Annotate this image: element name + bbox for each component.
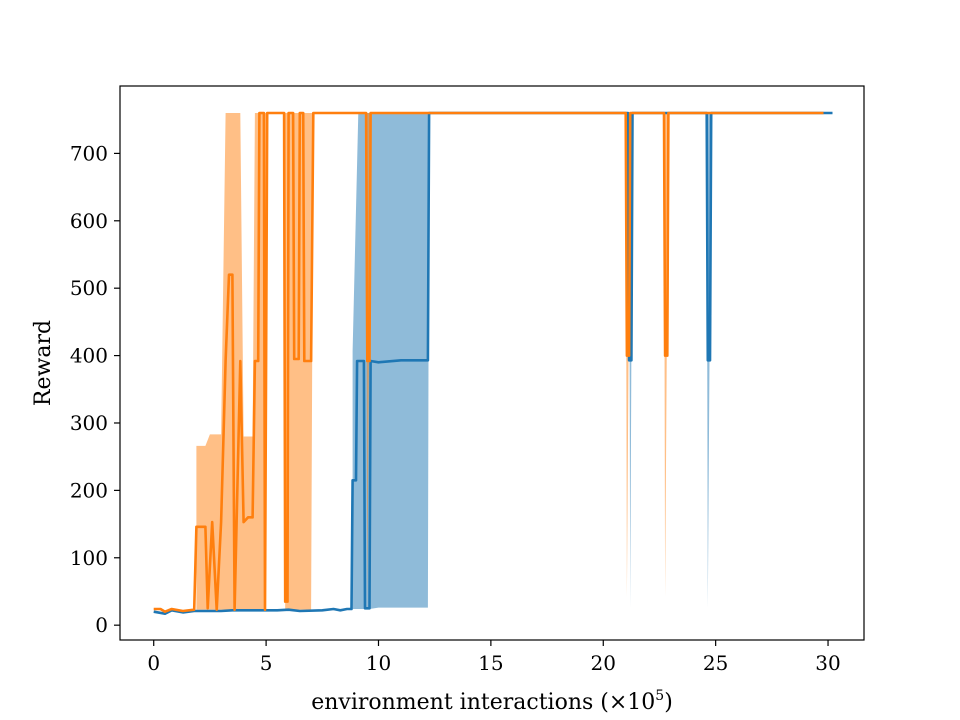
x-tick-label: 0 xyxy=(147,651,160,675)
x-axis-label-close: ) xyxy=(664,690,673,715)
x-tick-label: 5 xyxy=(260,651,273,675)
y-tick-label: 400 xyxy=(70,344,108,368)
y-tick-label: 700 xyxy=(70,141,108,165)
y-tick-label: 100 xyxy=(70,546,108,570)
x-axis-label-exponent: 5 xyxy=(655,688,664,704)
y-tick-label: 200 xyxy=(70,478,108,502)
x-tick-label: 15 xyxy=(478,651,503,675)
y-tick-label: 0 xyxy=(95,613,108,637)
x-axis-label: environment interactions (×105) xyxy=(311,688,673,715)
plot-frame xyxy=(119,85,865,641)
x-tick-label: 10 xyxy=(366,651,391,675)
x-tick-label: 25 xyxy=(703,651,728,675)
x-tick-label: 30 xyxy=(815,651,840,675)
series-1-line xyxy=(153,111,833,616)
confidence-bands xyxy=(196,113,712,610)
y-axis-ticks: 0 100 200 300 400 500 600 700 xyxy=(70,141,120,637)
series-lines xyxy=(153,111,833,616)
y-axis-label: Reward xyxy=(31,320,56,406)
x-tick-label: 20 xyxy=(591,651,616,675)
y-tick-label: 600 xyxy=(70,209,108,233)
y-tick-label: 500 xyxy=(70,276,108,300)
series-2-line xyxy=(153,111,824,614)
x-axis-ticks: 0 5 10 15 20 25 30 xyxy=(147,640,841,675)
y-tick-label: 300 xyxy=(70,411,108,435)
series-2-band xyxy=(196,113,669,610)
